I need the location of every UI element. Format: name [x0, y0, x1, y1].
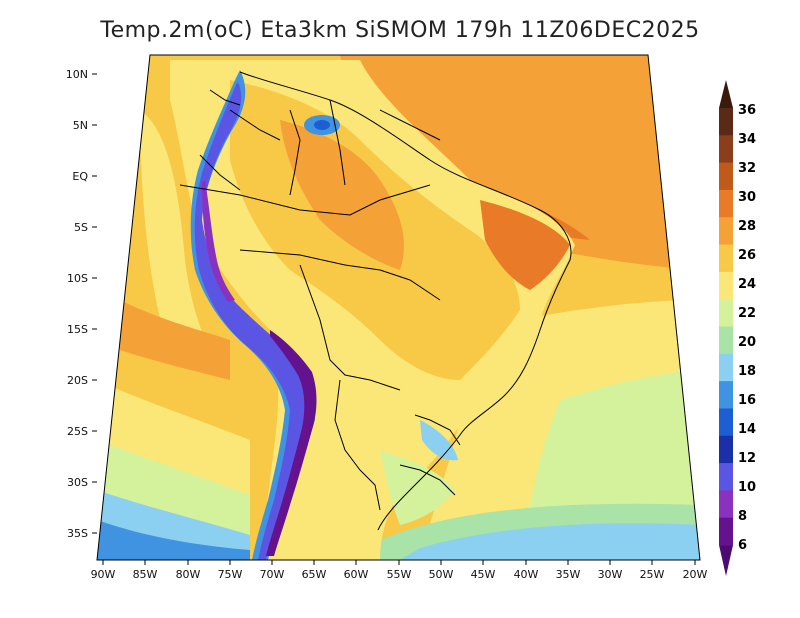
- colorbar-label: 10: [738, 480, 756, 495]
- lat-tick-label: 30S: [67, 476, 88, 489]
- lon-tick-label: 25W: [640, 568, 665, 581]
- lon-tick-label: 35W: [556, 568, 581, 581]
- colorbar-bottom-arrow: [719, 545, 733, 576]
- colorbar-swatch: [719, 244, 733, 273]
- lon-tick-label: 60W: [344, 568, 369, 581]
- lat-tick-label: 15S: [67, 323, 88, 336]
- lat-tick-label: 35S: [67, 527, 88, 540]
- colorbar-swatch: [719, 108, 733, 136]
- latitude-axis: 10N 5N EQ 5S 10S 15S 20S 25S 30S 35S: [66, 68, 97, 540]
- colorbar-label: 16: [738, 393, 756, 408]
- colorbar: 36 34 32 30 28 26 24 22 20 18 16 14 12 1…: [719, 80, 756, 576]
- colorbar-swatch: [719, 299, 733, 327]
- temperature-field: [97, 55, 700, 560]
- colorbar-label: 22: [738, 306, 756, 321]
- lon-tick-label: 85W: [133, 568, 158, 581]
- colorbar-swatch: [719, 135, 733, 164]
- lon-tick-label: 65W: [302, 568, 327, 581]
- lon-tick-label: 80W: [176, 568, 201, 581]
- colorbar-top-arrow: [719, 80, 733, 108]
- lat-tick-label: 10S: [67, 272, 88, 285]
- colorbar-swatch: [719, 353, 733, 382]
- colorbar-label: 8: [738, 509, 747, 524]
- colorbar-label: 26: [738, 248, 756, 263]
- longitude-axis: 90W 85W 80W 75W 70W 65W 60W 55W 50W 45W …: [91, 560, 708, 581]
- lon-tick-label: 70W: [260, 568, 285, 581]
- lat-tick-label: EQ: [72, 170, 88, 183]
- country-borders: [179, 71, 572, 531]
- colorbar-swatch: [719, 271, 733, 300]
- colorbar-label: 34: [738, 132, 756, 147]
- lat-tick-label: 10N: [66, 68, 88, 81]
- colorbar-label: 24: [738, 277, 756, 292]
- colorbar-swatch: [719, 408, 733, 437]
- lon-tick-label: 40W: [514, 568, 539, 581]
- lat-tick-label: 25S: [67, 425, 88, 438]
- lon-tick-label: 30W: [598, 568, 623, 581]
- lat-tick-label: 5S: [74, 221, 88, 234]
- colorbar-swatch: [719, 490, 733, 519]
- colorbar-swatch: [719, 326, 733, 355]
- colorbar-label: 18: [738, 364, 756, 379]
- map-frame: [96, 54, 701, 561]
- colorbar-label: 14: [738, 422, 756, 437]
- lon-tick-label: 90W: [91, 568, 116, 581]
- colorbar-swatch: [719, 189, 733, 218]
- colorbar-swatch: [719, 162, 733, 191]
- colorbar-label: 36: [738, 103, 756, 118]
- colorbar-swatch: [719, 217, 733, 246]
- colorbar-swatch: [719, 517, 733, 546]
- colorbar-label: 30: [738, 190, 756, 205]
- colorbar-swatch: [719, 463, 733, 491]
- colorbar-label: 20: [738, 335, 756, 350]
- colorbar-swatch: [719, 381, 733, 409]
- lat-tick-label: 5N: [73, 119, 88, 132]
- map-title: Temp.2m(oC) Eta3km SiSMOM 179h 11Z06DEC2…: [100, 18, 700, 43]
- colorbar-label: 6: [738, 538, 747, 553]
- lat-tick-label: 20S: [67, 374, 88, 387]
- colorbar-label: 28: [738, 219, 756, 234]
- lon-tick-label: 50W: [429, 568, 454, 581]
- lon-tick-label: 55W: [387, 568, 412, 581]
- lon-tick-label: 75W: [218, 568, 243, 581]
- colorbar-label: 12: [738, 451, 756, 466]
- colorbar-label: 32: [738, 161, 756, 176]
- colorbar-swatch: [719, 435, 733, 464]
- lon-tick-label: 20W: [683, 568, 708, 581]
- lon-tick-label: 45W: [471, 568, 496, 581]
